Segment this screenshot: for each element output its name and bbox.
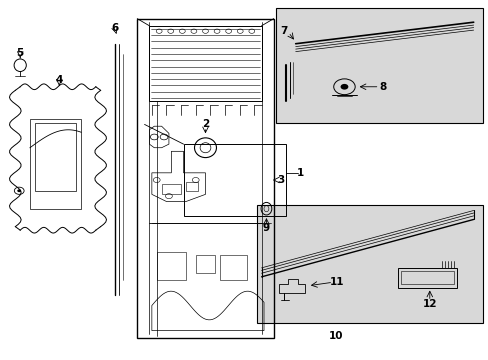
Bar [195,255,215,273]
Text: 6: 6 [111,23,119,33]
Text: 10: 10 [328,331,343,341]
Bar [161,184,181,194]
Text: 2: 2 [202,120,209,129]
Text: 9: 9 [263,224,269,233]
Bar [276,8,483,123]
Text: 11: 11 [329,277,344,287]
Bar [30,119,81,209]
Bar [157,252,185,280]
Circle shape [17,189,21,192]
Bar [256,205,483,323]
Bar [137,19,273,338]
Bar [183,144,285,216]
Text: 12: 12 [422,299,436,309]
Text: 4: 4 [56,75,63,85]
Bar [185,182,198,191]
Bar [220,255,246,280]
Circle shape [340,84,347,90]
Text: 1: 1 [296,168,304,178]
Bar [400,271,453,284]
Text: 7: 7 [279,26,286,36]
Bar [149,26,261,101]
Text: 3: 3 [277,175,284,185]
Bar [397,268,456,288]
Text: 8: 8 [379,82,386,92]
Text: 5: 5 [17,48,24,58]
